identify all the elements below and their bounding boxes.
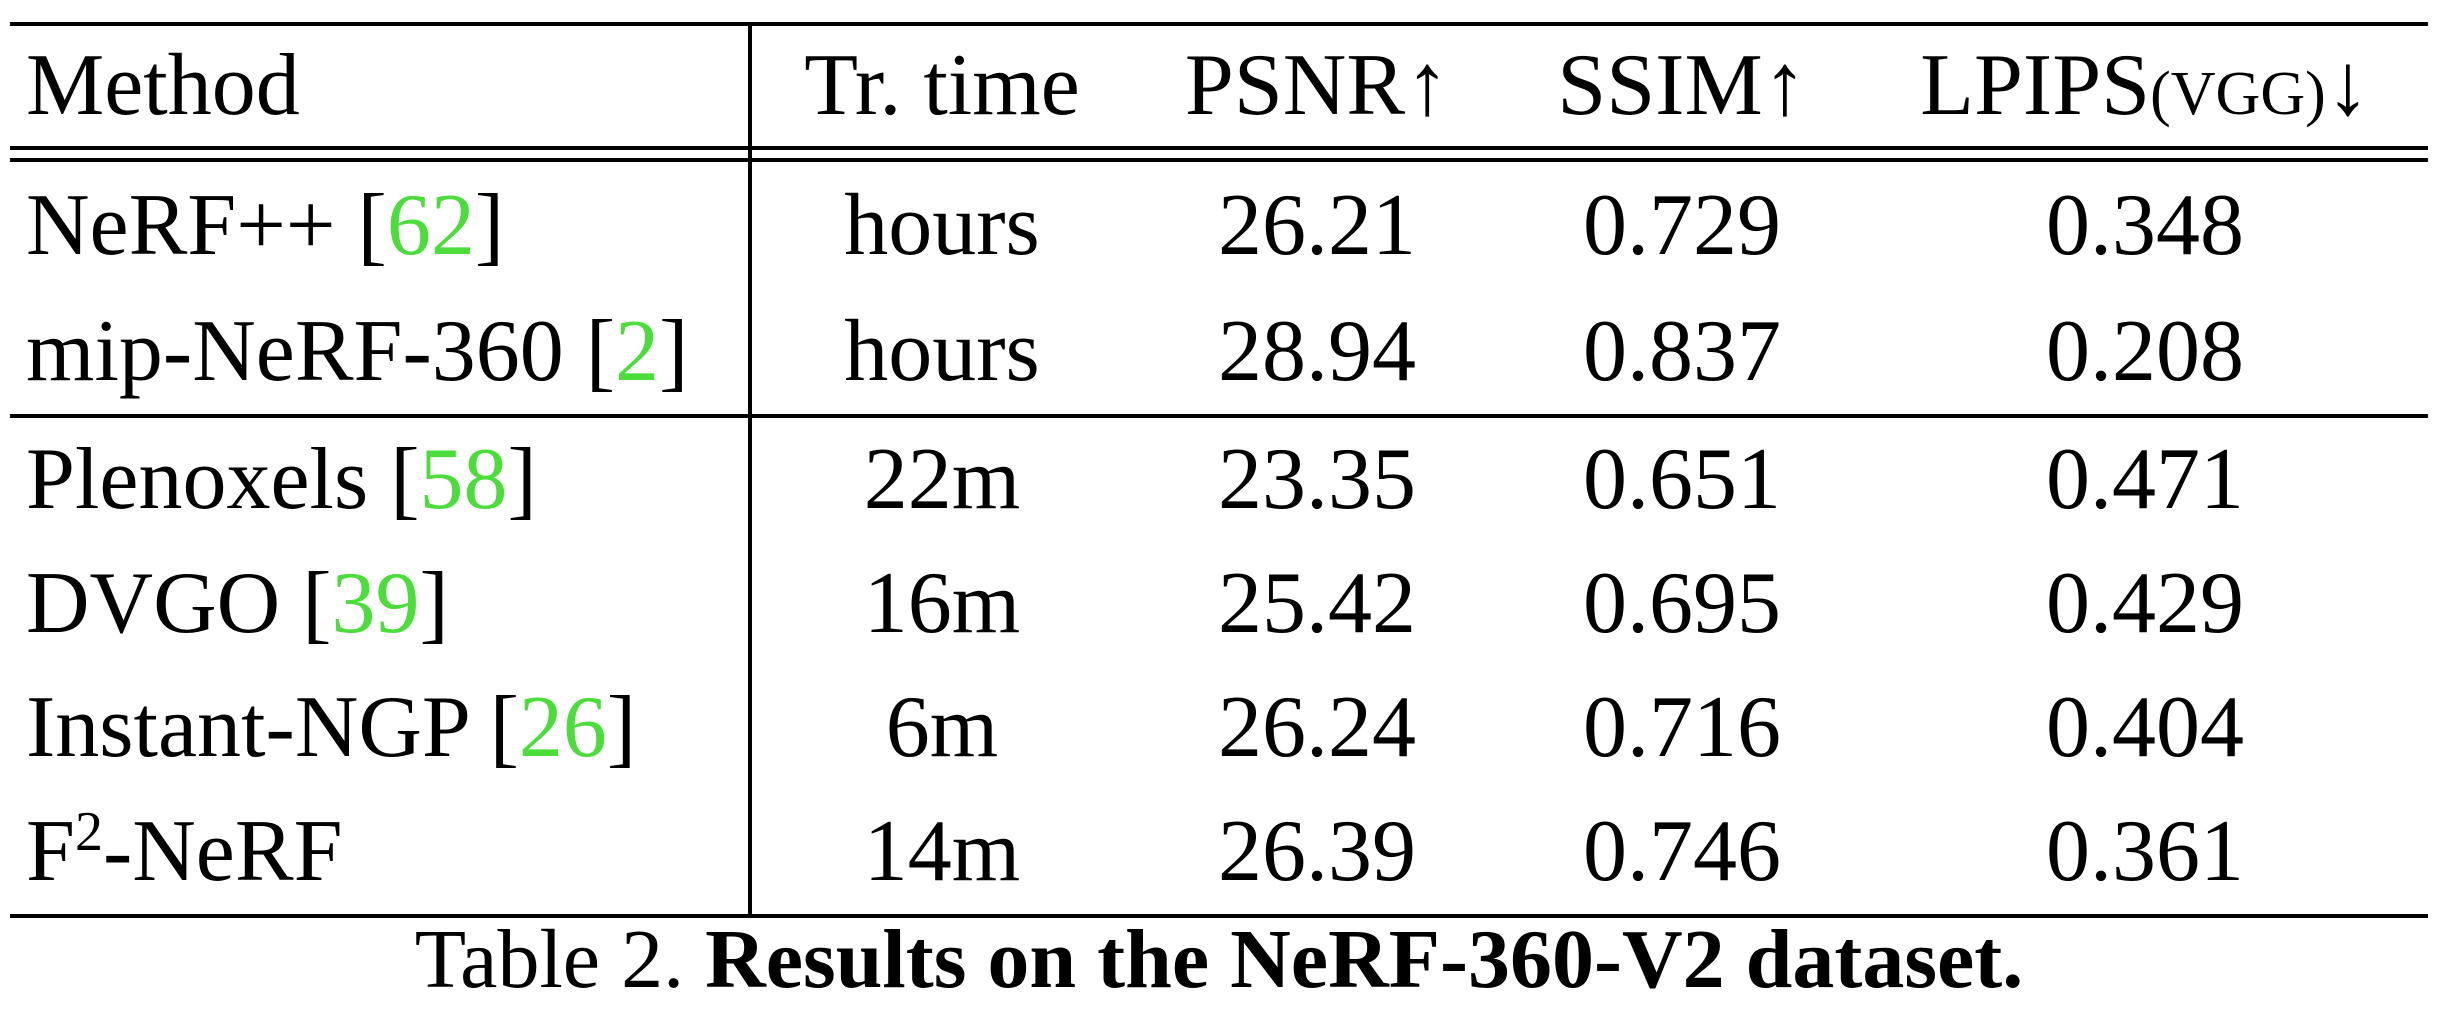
lpips-cell: 0.429 (2046, 555, 2244, 652)
method-cell: NeRF++ [62] (10, 160, 752, 290)
lpips-cell: 0.348 (2046, 177, 2244, 274)
time-cell: 16m (863, 555, 1021, 652)
citation-link[interactable]: 39 (331, 555, 420, 652)
arrow-up-icon: ↑ (1762, 37, 1807, 134)
time-cell: hours (844, 303, 1040, 400)
table-caption: Table 2. Results on the NeRF-360-V2 data… (0, 918, 2438, 1002)
psnr-cell: 23.35 (1132, 414, 1502, 542)
method-name-rest: -NeRF (102, 803, 343, 900)
lpips-cell: 0.471 (1862, 414, 2428, 542)
header-lpips-label: LPIPS (1920, 37, 2151, 134)
header-psnr: PSNR↑ (1132, 22, 1502, 148)
caption-label: Table 2. (414, 913, 706, 1006)
header-lpips-subscript: (VGG) (2150, 60, 2326, 128)
ssim-cell: 0.729 (1583, 177, 1781, 274)
citation-bracket: [ (489, 679, 519, 776)
ssim-cell: 0.695 (1583, 555, 1781, 652)
time-cell: 14m (750, 790, 1132, 918)
results-table: Method Tr. time PSNR↑ SSIM↑ LPIPS(VGG)↓ … (10, 22, 2428, 918)
citation-link[interactable]: 26 (518, 679, 607, 776)
table-row: DVGO [39] 16m 25.42 0.695 0.429 (10, 542, 2428, 666)
caption-title: Results on the NeRF-360-V2 dataset. (705, 913, 2024, 1006)
ssim-cell-best: 0.746 (1502, 790, 1862, 918)
citation-bracket: ] (419, 555, 449, 652)
lpips-cell: 0.404 (2046, 679, 2244, 776)
citation-bracket: ] (507, 431, 537, 528)
method-cell: Plenoxels [58] (10, 414, 752, 542)
results-table-container: Method Tr. time PSNR↑ SSIM↑ LPIPS(VGG)↓ … (10, 22, 2428, 918)
ssim-cell-best: 0.837 (1583, 303, 1781, 400)
table-header-row: Method Tr. time PSNR↑ SSIM↑ LPIPS(VGG)↓ (10, 22, 2428, 148)
citation-link[interactable]: 58 (419, 431, 508, 528)
method-name: Plenoxels (26, 431, 391, 528)
psnr-cell-best: 28.94 (1218, 303, 1416, 400)
method-name: NeRF++ (26, 177, 358, 274)
citation-bracket: ] (659, 303, 689, 400)
citation-link[interactable]: 62 (386, 177, 475, 274)
arrow-up-icon: ↑ (1405, 37, 1450, 134)
method-name: DVGO (26, 555, 303, 652)
psnr-cell: 25.42 (1218, 555, 1416, 652)
lpips-cell-best: 0.208 (2046, 303, 2244, 400)
header-ssim: SSIM↑ (1502, 22, 1862, 148)
table-row: F2-NeRF 14m 26.39 0.746 0.361 (10, 790, 2428, 918)
citation-bracket: [ (390, 431, 420, 528)
citation-bracket: ] (474, 177, 505, 274)
method-name: Instant-NGP (26, 679, 490, 776)
method-name: mip-NeRF-360 (26, 303, 586, 400)
header-training-time: Tr. time (750, 22, 1132, 148)
psnr-cell: 26.24 (1218, 679, 1416, 776)
ssim-cell: 0.716 (1583, 679, 1781, 776)
header-ssim-label: SSIM (1557, 37, 1763, 134)
method-cell: Instant-NGP [26] (10, 666, 752, 790)
psnr-cell-best: 26.39 (1132, 790, 1502, 918)
citation-link[interactable]: 2 (615, 303, 660, 400)
psnr-cell: 26.21 (1218, 177, 1416, 274)
table-row: Instant-NGP [26] 6m 26.24 0.716 0.404 (10, 666, 2428, 790)
citation-bracket: [ (357, 177, 387, 274)
method-name-base: F (26, 803, 75, 900)
table-row: Plenoxels [58] 22m 23.35 0.651 0.471 (10, 414, 2428, 542)
table-row: NeRF++ [62] hours 26.21 0.729 0.348 (10, 160, 2428, 290)
table-row: mip-NeRF-360 [2] hours 28.94 0.837 0.208 (10, 290, 2428, 416)
method-cell: F2-NeRF (10, 790, 752, 918)
lpips-cell-best: 0.361 (1862, 790, 2428, 918)
ssim-cell: 0.651 (1502, 414, 1862, 542)
citation-bracket: ] (606, 679, 637, 776)
citation-bracket: [ (585, 303, 616, 400)
arrow-down-icon: ↓ (2325, 37, 2370, 134)
time-cell: 22m (750, 414, 1132, 542)
method-cell: DVGO [39] (10, 542, 752, 666)
header-double-rule (10, 146, 2428, 162)
time-cell: 6m (885, 679, 999, 776)
header-psnr-label: PSNR (1184, 37, 1406, 134)
citation-bracket: [ (302, 555, 332, 652)
header-method: Method (10, 22, 752, 148)
time-cell: hours (844, 177, 1040, 274)
header-lpips: LPIPS(VGG)↓ (1862, 22, 2428, 148)
method-name-superscript: 2 (74, 801, 103, 863)
method-cell: mip-NeRF-360 [2] (10, 290, 752, 416)
